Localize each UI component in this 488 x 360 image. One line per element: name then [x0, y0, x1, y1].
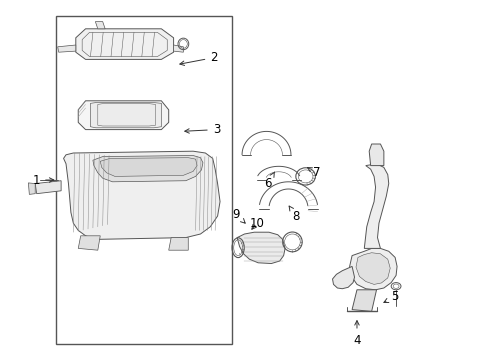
Polygon shape — [78, 101, 168, 130]
Polygon shape — [90, 103, 161, 128]
Text: 7: 7 — [307, 166, 320, 179]
Polygon shape — [349, 248, 396, 290]
Text: 8: 8 — [288, 206, 299, 222]
Polygon shape — [93, 156, 203, 182]
Polygon shape — [351, 290, 376, 311]
Text: 10: 10 — [249, 217, 264, 230]
Text: 9: 9 — [232, 208, 244, 223]
Text: 2: 2 — [180, 51, 217, 66]
Polygon shape — [355, 253, 389, 284]
Bar — [56, 16, 232, 344]
Text: 4: 4 — [352, 321, 360, 347]
Polygon shape — [76, 29, 173, 59]
Text: 1: 1 — [33, 174, 54, 186]
Polygon shape — [35, 181, 61, 194]
Polygon shape — [58, 45, 76, 52]
Polygon shape — [78, 236, 100, 250]
Polygon shape — [63, 151, 220, 239]
Polygon shape — [368, 144, 383, 166]
Polygon shape — [100, 158, 197, 176]
Polygon shape — [364, 164, 388, 248]
Polygon shape — [95, 22, 105, 29]
Polygon shape — [173, 45, 183, 52]
Text: 5: 5 — [383, 291, 398, 303]
Polygon shape — [237, 232, 285, 264]
Polygon shape — [332, 266, 354, 289]
Polygon shape — [168, 238, 188, 250]
Text: 3: 3 — [184, 123, 220, 136]
Text: 6: 6 — [264, 172, 274, 190]
Polygon shape — [28, 183, 35, 194]
